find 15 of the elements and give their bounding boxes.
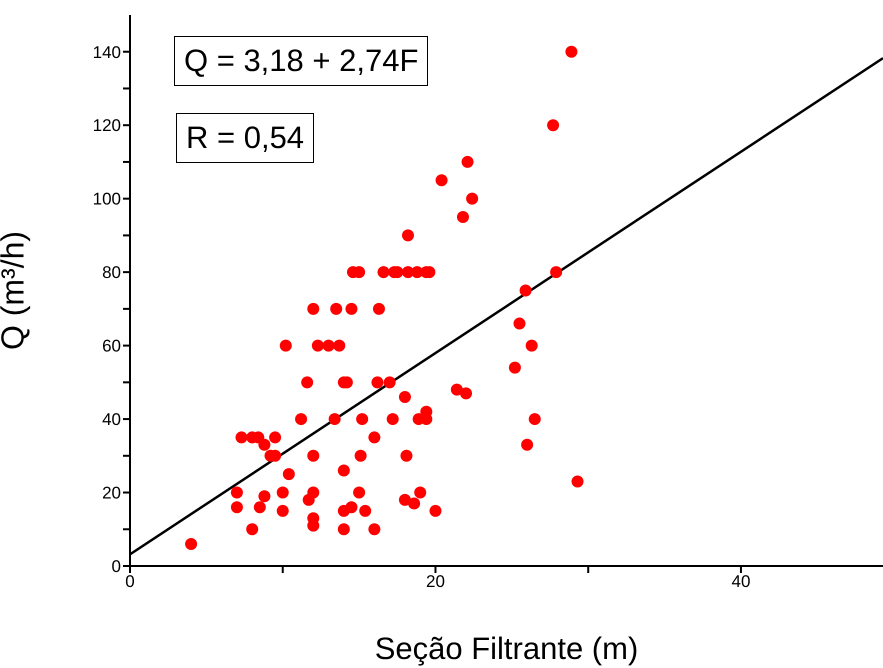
x-tick-label: 0	[125, 572, 135, 592]
y-tick-label: 60	[102, 336, 121, 356]
annotation: R = 0,54	[176, 113, 314, 163]
y-tick-label: 0	[112, 557, 121, 576]
y-axis-title: Q (m³/h)	[0, 230, 30, 350]
annotation: Q = 3,18 + 2,74F	[174, 36, 428, 86]
y-tick-label: 100	[92, 190, 121, 209]
y-tick-label: 120	[92, 116, 121, 136]
x-axis-title: Seção Filtrante (m)	[374, 631, 638, 666]
y-tick-label: 20	[102, 484, 121, 503]
y-tick-label: 140	[92, 42, 121, 62]
x-tick-label: 20	[426, 572, 445, 592]
x-tick-label: 40	[731, 572, 750, 592]
y-tick-label: 80	[102, 263, 121, 282]
y-tick-label: 40	[102, 410, 121, 430]
